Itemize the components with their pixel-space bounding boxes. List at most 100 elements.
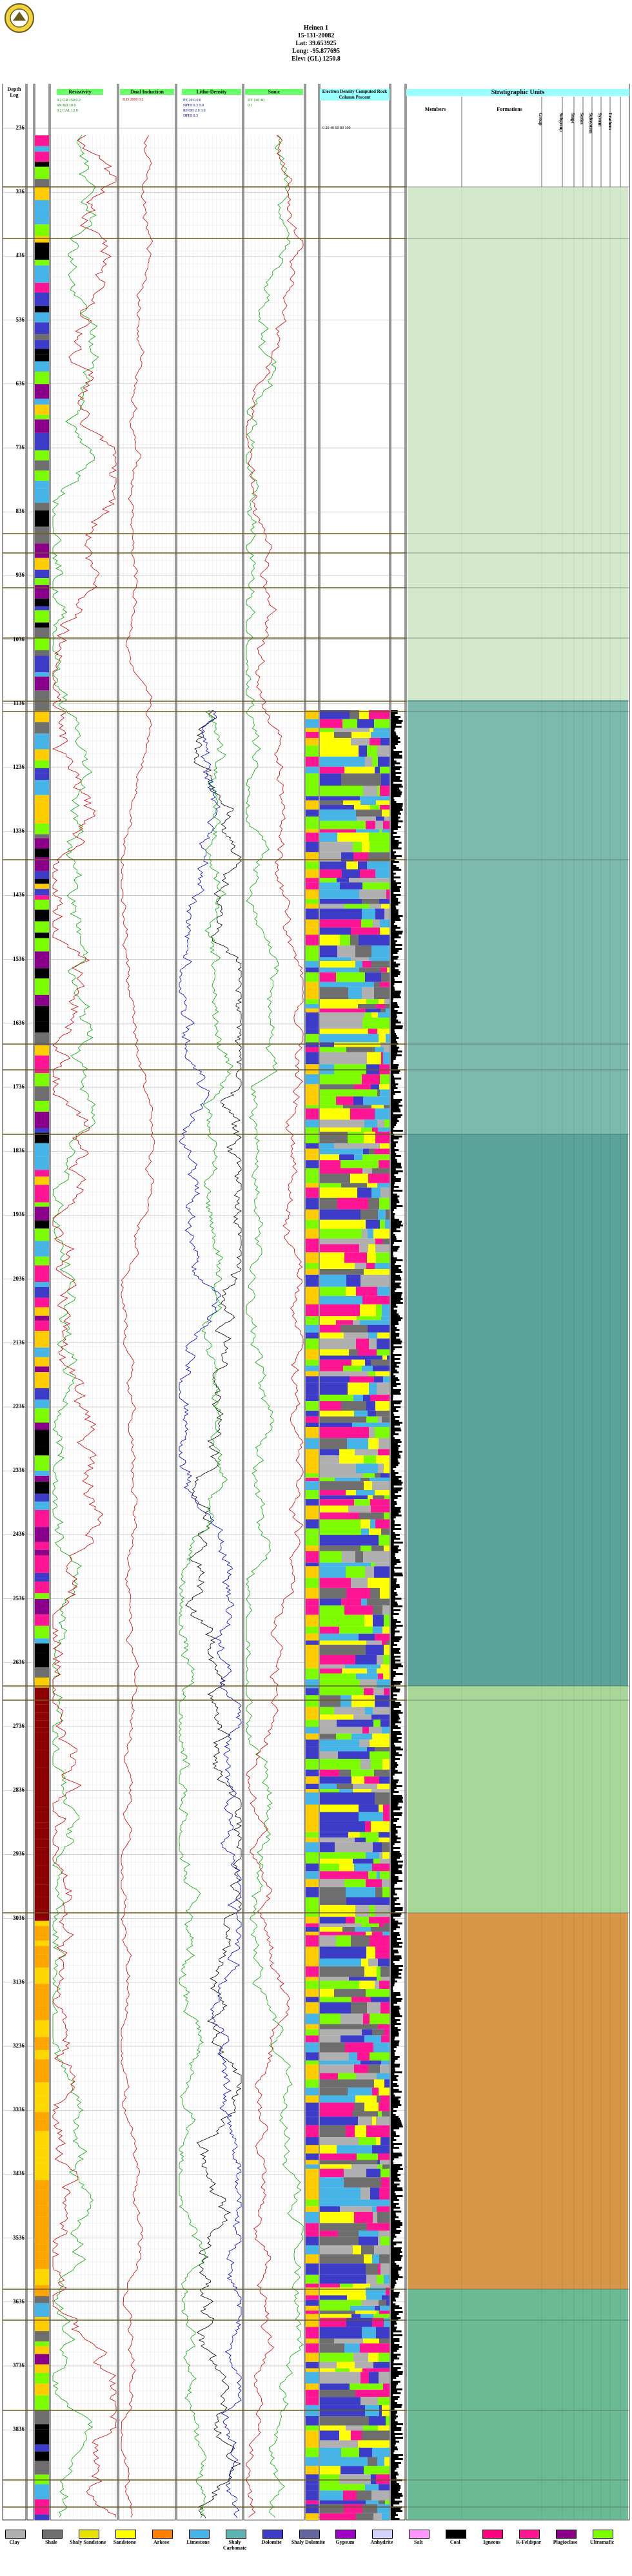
depth-tick: 636 [15,380,25,387]
den-scale-4: DPHI 0.3 [183,114,199,118]
den-scale-2: NPHI 0.3 0.0 [183,104,204,108]
strat-units-title: Stratigraphic Units [491,89,545,96]
legend-swatch [299,2530,320,2539]
legend-swatch [519,2530,540,2539]
depth-tick: 3036 [13,1914,25,1921]
depth-tick: 2136 [13,1339,25,1346]
res-scale-3: 0.2 CAL 12 0 [57,109,78,113]
legend-swatch [41,2530,63,2539]
depth-tick: 1036 [13,635,25,643]
legend-label: Arkose [153,2539,170,2545]
members-col-header: Members [413,106,458,112]
depth-tick: 3336 [13,2106,25,2113]
electron-density-title: Electron Density Computed Rock Column Pe… [322,89,388,100]
log-label: Log [10,92,19,98]
resistivity-track-header: Resistivity [57,89,103,95]
legend-label: Anhydrite [370,2539,393,2545]
legend-swatch [593,2530,614,2539]
depth-tick: 936 [15,572,25,579]
ind-scale-1: ILD 2000 0.2 [123,98,144,102]
strat-band-5 [408,2289,628,2520]
legend-label: Clay [9,2539,20,2545]
depth-tick: 3836 [13,2426,25,2433]
neutron-curve [179,710,242,2519]
strat-col-subgroup: Subgroup [558,113,564,132]
legend-label: Shaly Dolomite [291,2539,326,2545]
legend-swatch [152,2530,173,2539]
depth-header: Depth Log [3,86,26,98]
depth-tick: 1936 [13,1211,25,1218]
induction-track-header: Dual Induction [120,89,174,95]
depth-tick: 2536 [13,1594,25,1602]
sonic-red-curve [246,135,304,2518]
formations-col-header: Formations [480,106,538,112]
legend-swatch [262,2530,283,2539]
depth-tick: 1236 [13,764,25,770]
depth-tick: 3636 [13,2298,25,2305]
track-frame-0 [2,84,26,2521]
res-scale-2: SN RD 10 0 [57,104,76,108]
strat-band-4 [408,1913,628,2289]
latitude: Lat: 39.653925 [295,40,337,47]
depth-tick: 3236 [13,2042,25,2049]
strat-col-series: Series [579,113,584,124]
depth-tick: 2236 [13,1403,25,1409]
den-scale-3: RHOB 2.0 3.0 [183,109,206,113]
longitude: Long: -95.877695 [292,48,340,55]
legend-swatch [335,2530,357,2539]
depth-tick: 1736 [13,1083,25,1090]
resistivity-scale: 0.2 GR 150 0.2 SN RD 10 0 0.2 CAL 12 0 [57,98,119,113]
legend-swatch [115,2530,136,2539]
strat-band-0 [408,187,628,700]
legend-label: Shale [45,2539,57,2545]
strat-col-stage: Stage [570,113,575,124]
density-title: Litho-Density [196,89,227,95]
legend-label: Shaly Sandstone [70,2539,106,2545]
strat-col-erathem: Erathem [607,113,613,130]
resistivity-curve [52,135,117,2518]
track-grid-5 [177,135,242,2520]
depth-tick: 1836 [13,1147,25,1154]
depth-tick: 236 [15,124,25,131]
legend-label: Igneous [483,2539,501,2545]
well-log-panel [2,84,630,2521]
api-number: 15-131-20082 [297,32,335,39]
legend-label: Sandstone [113,2539,136,2545]
depth-tick: 2836 [13,1787,25,1794]
induction-scale: ILD 2000 0.2 [123,98,177,102]
depth-tick: 836 [15,508,25,515]
legend-label: Plagioclase [553,2539,578,2545]
depth-tick: 3736 [13,2362,25,2368]
induction-curve [121,135,155,2518]
depth-tick: 2736 [13,1723,25,1729]
depth-tick: 2436 [13,1531,25,1538]
track-frame-1 [26,84,34,2521]
strat-band-3 [408,1686,628,1913]
depth-tick: 1636 [13,1019,25,1026]
son-scale-1: DT 140 40 [248,99,264,102]
strat-col-subsystem: Subsystem [588,113,593,133]
legend-swatch [225,2530,246,2539]
density-curve [185,710,242,2519]
electron-density-header: Electron Density Computed Rock Column Pe… [320,89,390,101]
depth-tick: 1436 [13,891,25,898]
strat-band-2 [408,1134,628,1686]
legend-label: Shaly Carbonate [222,2539,247,2551]
elevation: Elev: (GL) 1250.8 [291,55,341,63]
legend-swatch [5,2530,26,2539]
members-title: Members [424,106,446,112]
depth-tick: 3136 [13,1978,25,1985]
legend-label: Gypsum [335,2539,355,2545]
depth-tick: 2336 [13,1467,25,1474]
legend-swatch [482,2530,504,2539]
well-name: Heinen 1 [303,24,329,32]
track-grid-4 [119,135,175,2520]
depth-tick: 2036 [13,1275,25,1282]
track-grid-3 [50,135,117,2520]
res-scale-1: 0.2 GR 150 0.2 [57,99,81,102]
legend-label: Dolomite [261,2539,282,2545]
depth-tick: 336 [15,188,25,195]
sonic-title: Sonic [268,89,281,95]
depth-tick: 436 [15,252,25,259]
depth-tick: 736 [15,444,25,450]
